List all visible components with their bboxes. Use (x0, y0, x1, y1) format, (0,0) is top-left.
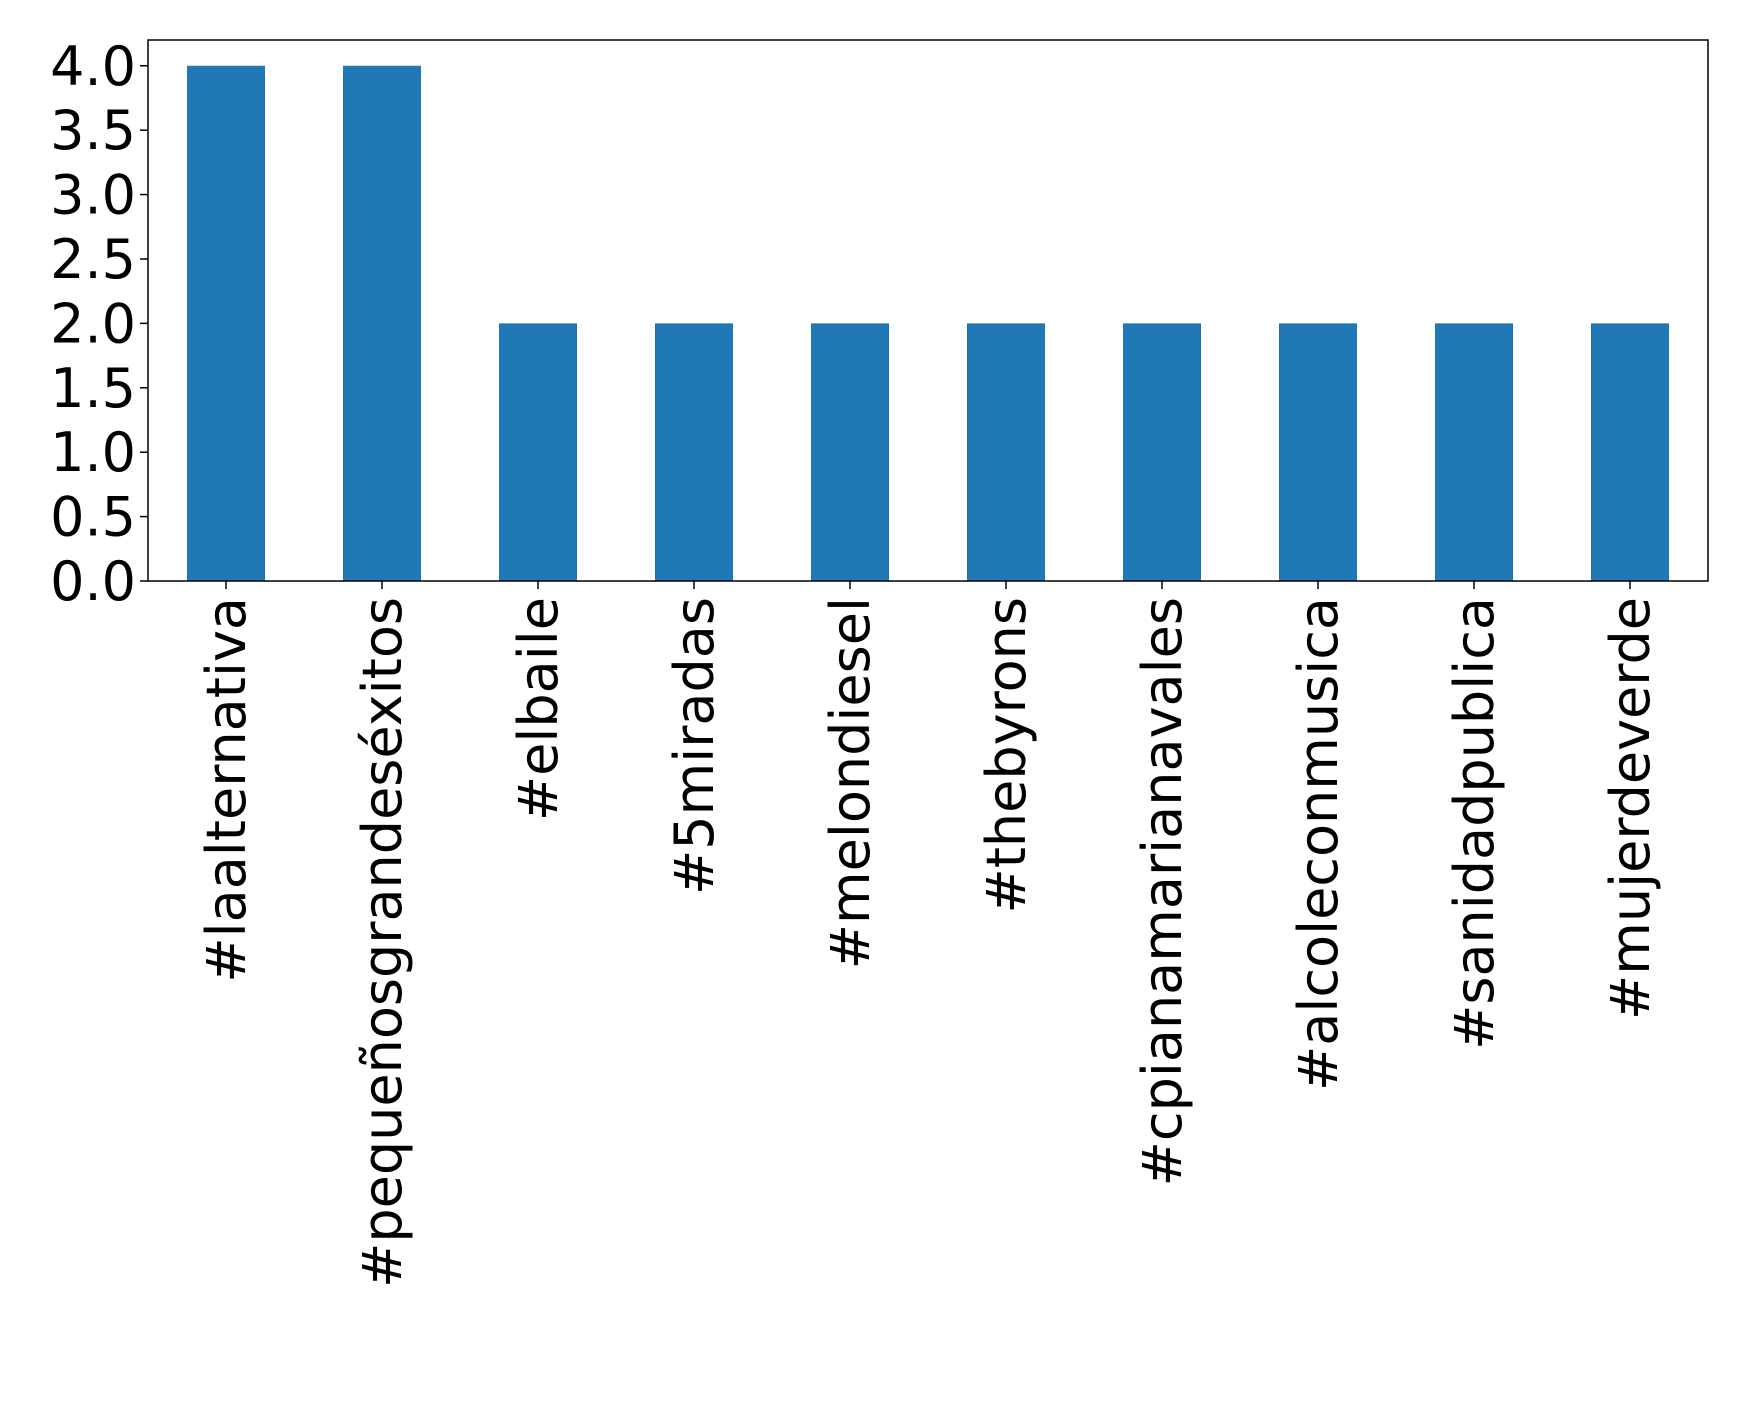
x-tick-label: #alcoleconmusica (1287, 597, 1350, 1091)
y-tick-label: 2.5 (50, 228, 136, 291)
x-tick-label: #pequeñosgrandeséxitos (351, 597, 414, 1288)
bar (967, 323, 1045, 581)
y-tick-label: 0.5 (50, 486, 136, 549)
bar (1123, 323, 1201, 581)
bar (1591, 323, 1669, 581)
bar (1435, 323, 1513, 581)
x-tick-label: #5miradas (663, 597, 726, 895)
x-tick-label: #sanidadpublica (1443, 597, 1506, 1050)
bar (499, 323, 577, 581)
bar (811, 323, 889, 581)
y-tick-label: 3.0 (50, 164, 136, 227)
bar (655, 323, 733, 581)
y-tick-label: 1.5 (50, 357, 136, 420)
bar (343, 65, 421, 581)
y-tick-label: 4.0 (50, 35, 136, 98)
y-tick-label: 2.0 (50, 292, 136, 355)
y-tick-label: 3.5 (50, 99, 136, 162)
x-tick-label: #laalternativa (195, 597, 258, 983)
x-tick-label: #mujerdeverde (1599, 597, 1662, 1020)
x-tick-label: #cpianamarianavales (1131, 597, 1194, 1186)
y-tick-label: 0.0 (50, 550, 136, 613)
axes-frame (147, 39, 1709, 582)
bar (187, 65, 265, 581)
y-tick-label: 1.0 (50, 421, 136, 484)
bar (1279, 323, 1357, 581)
x-tick-label: #melondiesel (819, 597, 882, 969)
x-tick-label: #elbaile (507, 597, 570, 821)
x-tick-label: #thebyrons (975, 597, 1038, 914)
